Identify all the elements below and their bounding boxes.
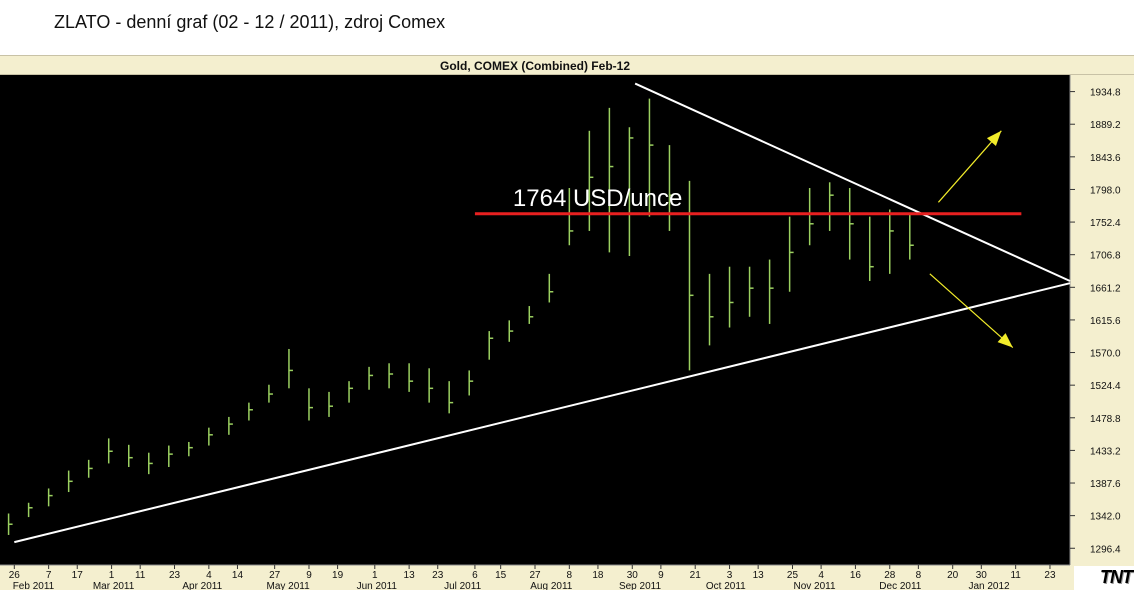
month-label: Dec 2011 [879,581,922,590]
chart-title-bar: Gold, COMEX (Combined) Feb-12 [0,55,1134,75]
x-tick-label: 28 [884,570,896,581]
y-tick-label: 1296.4 [1090,544,1121,555]
x-tick-label: 11 [135,570,146,581]
chart-title: Gold, COMEX (Combined) Feb-12 [439,59,630,73]
x-tick-label: 1 [109,570,115,581]
x-tick-label: 9 [306,570,312,581]
x-tick-label: 4 [818,570,824,581]
lower-trendline [14,282,1071,544]
x-tick-label: 13 [404,570,416,581]
tnt-logo: TNT [1074,566,1134,590]
x-tick-label: 30 [976,570,988,581]
x-tick-label: 11 [1010,570,1021,581]
x-axis: 26 7 17 1 11 23 4 14 27 9 19 1 13 23 6 15 27 8 18 30 9 21 3 13 2… [9,565,1056,590]
y-tick-label: 1798.0 [1090,185,1121,196]
y-tick-label: 1752.4 [1090,218,1121,229]
x-tick-label: 1 [372,570,378,581]
x-tick-label: 4 [206,570,212,581]
x-tick-label: 18 [592,570,604,581]
y-tick-label: 1661.2 [1090,283,1121,294]
x-tick-label: 23 [169,570,181,581]
x-tick-label: 17 [72,570,84,581]
upper-trendline [634,82,1071,282]
x-tick-label: 23 [432,570,444,581]
x-tick-label: 26 [9,570,21,581]
x-tick-label: 19 [332,570,344,581]
price-bars [7,98,914,535]
x-tick-label: 13 [753,570,765,581]
y-tick-label: 1615.6 [1090,316,1121,327]
month-label: Jan 2012 [968,581,1010,590]
month-label: Feb 2011 [13,581,55,590]
page-title: ZLATO - denní graf (02 - 12 / 2011), zdr… [54,12,446,32]
y-axis: 1296.4 1342.0 1387.6 1433.2 1478.8 1524.4 1570… [1070,88,1121,555]
date-axis-panel [0,565,1134,590]
month-label: Oct 2011 [706,581,746,590]
x-tick-label: 20 [947,570,959,581]
x-tick-label: 7 [46,570,52,581]
y-tick-label: 1706.8 [1090,251,1121,262]
x-tick-label: 21 [690,570,702,581]
breakout-down-arrow [929,273,1014,348]
x-tick-label: 16 [850,570,862,581]
y-tick-label: 1387.6 [1090,479,1121,490]
y-tick-label: 1889.2 [1090,120,1121,131]
annotations: 1764 USD/unce [14,82,1071,544]
y-tick-label: 1342.0 [1090,512,1121,523]
breakout-up-arrow [937,130,1002,203]
tnt-logo-text: TNT [1100,567,1133,587]
resistance-label: 1764 USD/unce [513,185,682,212]
x-tick-label: 14 [232,570,244,581]
plot-area [0,75,1070,565]
x-tick-label: 25 [787,570,799,581]
y-tick-label: 1934.8 [1090,88,1121,99]
x-tick-label: 8 [567,570,573,581]
breakout-down-arrow-head [997,333,1013,348]
month-label: Jul 2011 [444,581,482,590]
price-chart: 1296.4 1342.0 1387.6 1433.2 1478.8 1524.4 1570… [0,75,1134,590]
x-tick-label: 6 [472,570,478,581]
y-tick-label: 1478.8 [1090,414,1121,425]
x-tick-label: 9 [658,570,664,581]
breakout-up-arrow-head [986,130,1002,147]
y-tick-label: 1524.4 [1090,381,1121,392]
x-tick-label: 27 [529,570,541,581]
x-tick-label: 8 [916,570,922,581]
x-tick-label: 27 [269,570,281,581]
y-tick-label: 1433.2 [1090,446,1121,457]
month-label: Sep 2011 [619,581,662,590]
month-label: Jun 2011 [357,581,398,590]
price-axis-panel [1070,75,1134,565]
month-label: Aug 2011 [530,581,573,590]
y-tick-label: 1843.6 [1090,153,1121,164]
month-label: Nov 2011 [793,581,836,590]
x-tick-label: 15 [495,570,507,581]
month-label: May 2011 [267,581,311,590]
month-label: Apr 2011 [182,581,222,590]
y-tick-label: 1570.0 [1090,349,1121,360]
x-tick-label: 3 [727,570,733,581]
month-label: Mar 2011 [93,581,135,590]
x-tick-label: 30 [627,570,639,581]
x-tick-label: 23 [1044,570,1056,581]
